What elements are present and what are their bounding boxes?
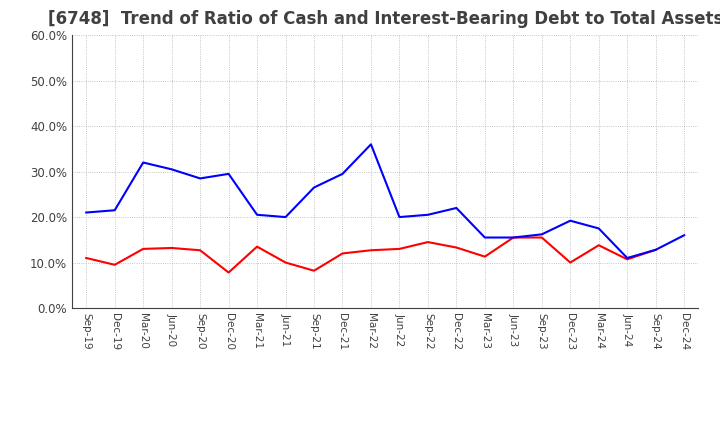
Cash	[480, 254, 489, 259]
Cash	[509, 235, 518, 240]
Interest-Bearing Debt	[82, 210, 91, 215]
Cash	[395, 246, 404, 252]
Cash	[566, 260, 575, 265]
Interest-Bearing Debt	[480, 235, 489, 240]
Cash	[110, 262, 119, 268]
Cash	[423, 239, 432, 245]
Cash	[196, 248, 204, 253]
Interest-Bearing Debt	[423, 212, 432, 217]
Line: Cash: Cash	[86, 238, 656, 272]
Interest-Bearing Debt	[225, 171, 233, 176]
Interest-Bearing Debt	[110, 208, 119, 213]
Cash	[82, 255, 91, 260]
Interest-Bearing Debt	[196, 176, 204, 181]
Interest-Bearing Debt	[282, 214, 290, 220]
Interest-Bearing Debt	[338, 171, 347, 176]
Cash	[652, 247, 660, 253]
Interest-Bearing Debt	[680, 233, 688, 238]
Interest-Bearing Debt	[167, 167, 176, 172]
Interest-Bearing Debt	[652, 247, 660, 253]
Cash	[167, 246, 176, 251]
Interest-Bearing Debt	[395, 214, 404, 220]
Interest-Bearing Debt	[310, 185, 318, 190]
Cash	[452, 245, 461, 250]
Line: Interest-Bearing Debt: Interest-Bearing Debt	[86, 144, 684, 258]
Cash	[282, 260, 290, 265]
Legend: Cash, Interest-Bearing Debt: Cash, Interest-Bearing Debt	[243, 437, 527, 440]
Cash	[139, 246, 148, 252]
Interest-Bearing Debt	[253, 212, 261, 217]
Interest-Bearing Debt	[623, 255, 631, 260]
Cash	[623, 257, 631, 262]
Interest-Bearing Debt	[566, 218, 575, 224]
Interest-Bearing Debt	[366, 142, 375, 147]
Interest-Bearing Debt	[452, 205, 461, 211]
Interest-Bearing Debt	[509, 235, 518, 240]
Cash	[537, 235, 546, 240]
Cash	[253, 244, 261, 249]
Cash	[225, 270, 233, 275]
Cash	[338, 251, 347, 256]
Interest-Bearing Debt	[139, 160, 148, 165]
Interest-Bearing Debt	[537, 232, 546, 237]
Interest-Bearing Debt	[595, 226, 603, 231]
Cash	[595, 242, 603, 248]
Title: [6748]  Trend of Ratio of Cash and Interest-Bearing Debt to Total Assets: [6748] Trend of Ratio of Cash and Intere…	[48, 10, 720, 28]
Cash	[366, 248, 375, 253]
Cash	[310, 268, 318, 273]
